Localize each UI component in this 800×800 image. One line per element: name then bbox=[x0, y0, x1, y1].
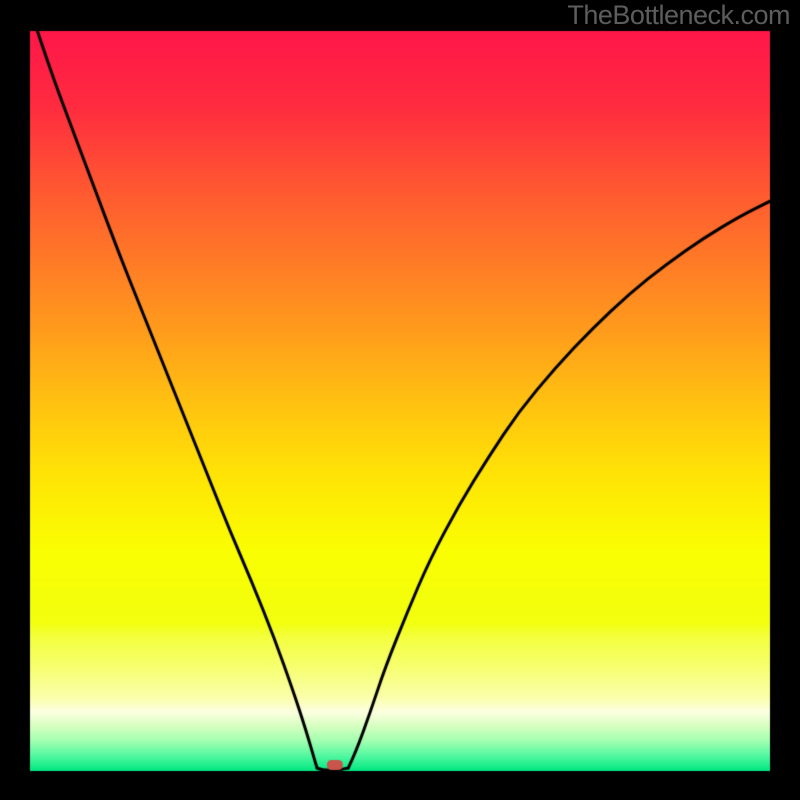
chart-container: TheBottleneck.com bbox=[0, 0, 800, 800]
watermark-text: TheBottleneck.com bbox=[567, 0, 790, 31]
bottleneck-chart bbox=[0, 0, 800, 800]
